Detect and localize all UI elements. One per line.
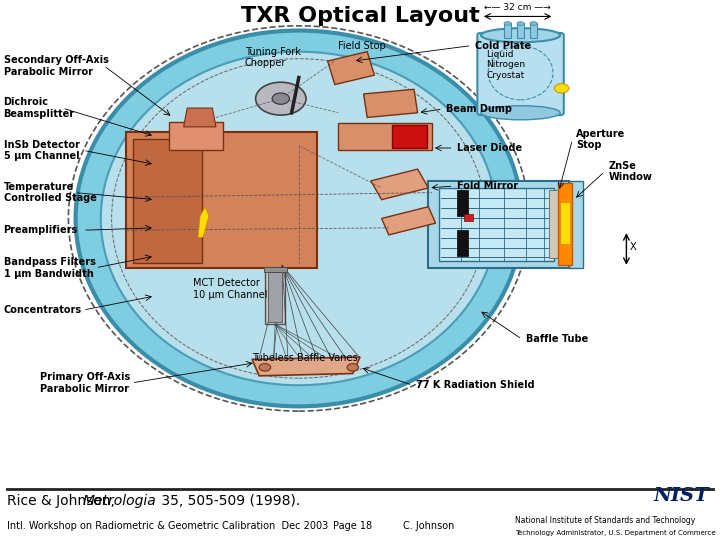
Text: Secondary Off-Axis
Parabolic Mirror: Secondary Off-Axis Parabolic Mirror [4, 55, 109, 77]
Text: National Institute of Standards and Technology: National Institute of Standards and Tech… [515, 516, 695, 525]
Ellipse shape [517, 22, 524, 25]
Bar [338, 123, 432, 150]
FancyBboxPatch shape [439, 188, 554, 261]
Bar [457, 190, 468, 216]
Bar [457, 230, 468, 256]
Text: NIST: NIST [654, 488, 709, 505]
Text: Field Stop: Field Stop [338, 41, 386, 51]
Text: Preamplifiers: Preamplifiers [4, 225, 78, 235]
Text: Bandpass Filters
1 μm Bandwidth: Bandpass Filters 1 μm Bandwidth [4, 257, 96, 279]
Bar [517, 23, 524, 38]
Circle shape [347, 363, 359, 371]
Text: ←— 32 cm —→: ←— 32 cm —→ [485, 3, 551, 12]
Circle shape [272, 93, 289, 104]
Text: Liquid
Nitrogen
Cryostat: Liquid Nitrogen Cryostat [486, 50, 525, 80]
Bar [504, 23, 511, 38]
Polygon shape [382, 207, 436, 235]
Text: Intl. Workshop on Radiometric & Geometric Calibration  Dec 2003: Intl. Workshop on Radiometric & Geometri… [7, 521, 328, 531]
FancyBboxPatch shape [126, 132, 317, 268]
Text: Tuning Fork
Chopper: Tuning Fork Chopper [245, 46, 301, 68]
Polygon shape [198, 207, 209, 237]
FancyBboxPatch shape [428, 181, 569, 268]
Text: Baffle Tube: Baffle Tube [526, 334, 588, 344]
Circle shape [259, 363, 271, 371]
Circle shape [256, 82, 306, 115]
Circle shape [554, 84, 569, 93]
Polygon shape [328, 52, 374, 85]
Polygon shape [184, 108, 216, 127]
Text: Cold Plate: Cold Plate [475, 40, 531, 51]
Text: Aperture
Stop: Aperture Stop [576, 129, 625, 150]
Bar [265, 270, 285, 324]
Ellipse shape [76, 31, 522, 407]
Bar [558, 183, 572, 266]
Text: Laser Diode: Laser Diode [457, 143, 522, 153]
Text: Metrologia: Metrologia [83, 495, 156, 508]
Text: 77 K Radiation Shield: 77 K Radiation Shield [416, 380, 535, 390]
Bar [530, 23, 537, 38]
Text: Temperature
Controlled Stage: Temperature Controlled Stage [4, 182, 96, 204]
Text: Concentrators: Concentrators [4, 305, 82, 315]
Text: Tubeless Baffle Vanes: Tubeless Baffle Vanes [252, 353, 358, 363]
Text: Page 18: Page 18 [333, 521, 372, 531]
Text: MCT Detector
10 μm Channel: MCT Detector 10 μm Channel [193, 278, 267, 300]
FancyBboxPatch shape [569, 181, 583, 268]
Bar [264, 267, 287, 273]
Text: C. Johnson: C. Johnson [402, 521, 454, 531]
Ellipse shape [481, 28, 560, 42]
Ellipse shape [101, 52, 497, 385]
Text: Dichroic
Beamsplitter: Dichroic Beamsplitter [4, 97, 75, 119]
Polygon shape [364, 89, 418, 117]
Bar [464, 214, 473, 221]
Text: TXR Optical Layout: TXR Optical Layout [240, 5, 480, 25]
FancyBboxPatch shape [477, 33, 564, 115]
Bar [560, 202, 570, 244]
Text: InSb Detector
5 μm Channel: InSb Detector 5 μm Channel [4, 139, 79, 161]
Polygon shape [252, 357, 360, 376]
Text: 35, 505-509 (1998).: 35, 505-509 (1998). [157, 495, 300, 508]
Text: Fold Mirror: Fold Mirror [457, 181, 518, 191]
Text: ZnSe
Window: ZnSe Window [608, 161, 652, 183]
Polygon shape [371, 169, 428, 200]
Text: Technology Administrator, U.S. Department of Commerce: Technology Administrator, U.S. Departmen… [515, 530, 716, 536]
Ellipse shape [481, 106, 560, 120]
Bar [392, 125, 427, 148]
FancyBboxPatch shape [133, 139, 202, 263]
Text: Beam Dump: Beam Dump [446, 104, 513, 114]
Ellipse shape [530, 22, 537, 25]
Ellipse shape [504, 22, 511, 25]
Bar [268, 273, 282, 322]
Bar [549, 190, 558, 258]
Text: Rice & Johnson,: Rice & Johnson, [7, 495, 120, 508]
Text: Primary Off-Axis
Parabolic Mirror: Primary Off-Axis Parabolic Mirror [40, 372, 130, 394]
Polygon shape [169, 122, 223, 150]
Text: X: X [630, 241, 636, 252]
